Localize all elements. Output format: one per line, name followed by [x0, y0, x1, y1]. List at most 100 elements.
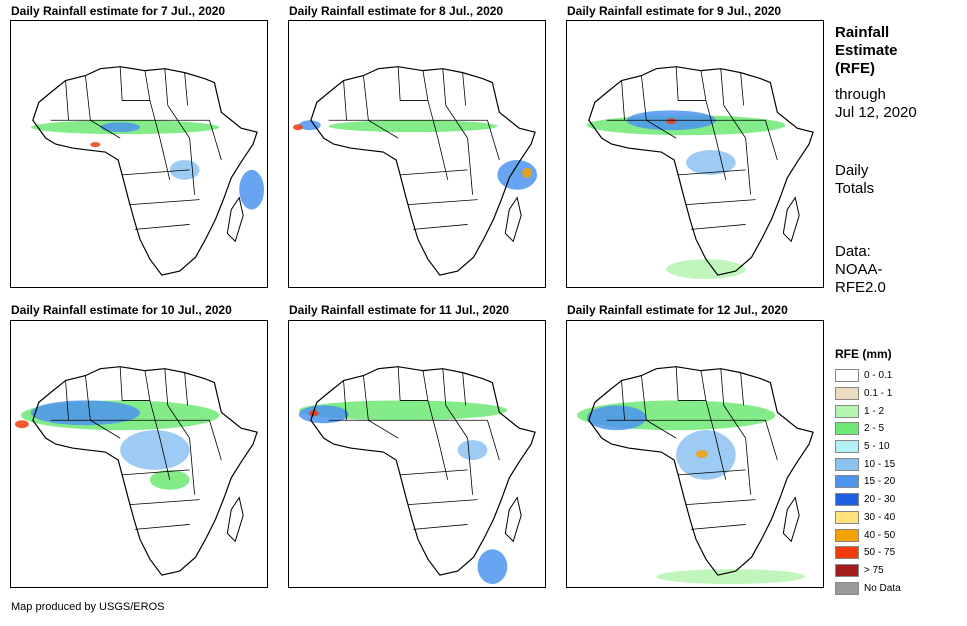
country-border	[745, 438, 751, 495]
legend-item: 0.1 - 1	[835, 385, 901, 403]
legend-swatch	[835, 369, 859, 383]
legend-label: 0.1 - 1	[864, 388, 893, 400]
country-border	[400, 169, 468, 176]
legend-label: > 75	[864, 564, 884, 576]
rainfall-area	[666, 118, 677, 125]
legend-swatch	[835, 528, 859, 542]
country-border	[705, 100, 717, 139]
country-border	[690, 224, 746, 230]
country-border	[467, 438, 473, 495]
country-border	[408, 199, 478, 206]
country-border	[487, 120, 500, 161]
country-border	[442, 368, 447, 406]
country-border	[422, 70, 429, 101]
country-border	[641, 75, 647, 121]
country-border	[184, 372, 189, 406]
country-border	[678, 469, 746, 476]
country-border	[686, 199, 756, 206]
legend-label: 15 - 20	[864, 476, 896, 488]
side-totals: Daily Totals	[835, 162, 874, 198]
side-through: through Jul 12, 2020	[835, 86, 917, 122]
rainfall-map-1	[10, 20, 268, 288]
rainfall-map-5	[288, 320, 546, 588]
country-border	[686, 499, 756, 506]
country-border	[467, 138, 473, 195]
side-through-label: through	[835, 86, 886, 103]
rainfall-area	[239, 169, 265, 210]
country-border	[412, 224, 468, 230]
country-border	[740, 372, 745, 406]
map-credit: Map produced by USGS/EROS	[11, 601, 165, 613]
rainfall-area	[656, 569, 806, 584]
rainfall-area	[457, 440, 488, 460]
map-canvas-5	[298, 366, 536, 584]
legend-label: 2 - 5	[864, 423, 885, 435]
country-border	[462, 372, 467, 406]
africa-coastline	[588, 66, 814, 276]
panel-title-5: Daily Rainfall estimate for 11 Jul., 202…	[289, 303, 510, 317]
legend-swatch	[835, 510, 859, 524]
country-border	[487, 420, 500, 461]
legend-item: 10 - 15	[835, 455, 901, 473]
country-border	[65, 380, 69, 421]
legend-swatch	[835, 546, 859, 560]
rainfall-area	[328, 120, 498, 133]
country-border	[646, 119, 677, 139]
madagascar-outline	[782, 196, 800, 243]
country-border	[408, 499, 478, 506]
rainfall-area	[90, 142, 101, 148]
country-border	[462, 72, 467, 106]
country-border	[427, 400, 439, 439]
legend-item: 5 - 10	[835, 438, 901, 456]
legend-swatch	[835, 387, 859, 401]
country-border	[65, 80, 69, 121]
country-border	[675, 66, 706, 101]
legend-label: 40 - 50	[864, 529, 896, 541]
rainfall-area	[298, 400, 508, 421]
panel-title-2: Daily Rainfall estimate for 8 Jul., 2020	[289, 4, 504, 18]
country-border	[442, 68, 447, 106]
legend-swatch	[835, 457, 859, 471]
rainfall-area	[149, 469, 190, 490]
legend-item: 1 - 2	[835, 402, 901, 420]
country-border	[368, 419, 399, 439]
rainfall-area	[586, 405, 647, 431]
country-border	[130, 199, 200, 206]
country-border	[209, 120, 222, 161]
legend-label: 20 - 30	[864, 494, 896, 506]
country-border	[134, 524, 190, 530]
country-border	[164, 68, 169, 106]
madagascar-outline	[504, 196, 522, 243]
rainfall-area	[666, 259, 746, 280]
country-border	[189, 138, 195, 195]
map-canvas-2	[292, 66, 538, 276]
country-border	[368, 119, 399, 139]
map-canvas-3	[586, 66, 814, 280]
map-canvas-4	[14, 366, 258, 576]
country-border	[122, 469, 190, 476]
country-border	[363, 375, 369, 421]
panel-title-1: Daily Rainfall estimate for 7 Jul., 2020	[11, 4, 226, 18]
africa-coastline	[32, 366, 258, 576]
side-title-line-2: Estimate	[835, 42, 898, 59]
rainfall-area	[477, 549, 508, 584]
legend-label: 0 - 0.1	[864, 370, 893, 382]
rainfall-map-4	[10, 320, 268, 588]
legend-swatch	[835, 475, 859, 489]
africa-coastline	[310, 366, 536, 576]
rainfall-area	[100, 122, 140, 133]
legend-label: 1 - 2	[864, 405, 885, 417]
legend-swatch	[835, 422, 859, 436]
rainfall-area	[120, 430, 190, 470]
country-border	[621, 380, 625, 421]
legend-item: 40 - 50	[835, 526, 901, 544]
panel-title-4: Daily Rainfall estimate for 10 Jul., 202…	[11, 303, 232, 317]
rainfall-area	[14, 420, 29, 429]
legend-item: No Data	[835, 579, 901, 597]
legend-swatch	[835, 404, 859, 418]
country-border	[159, 138, 171, 180]
country-border	[675, 366, 706, 401]
legend-item: 15 - 20	[835, 473, 901, 491]
country-border	[400, 469, 468, 476]
legend-swatch	[835, 563, 859, 577]
